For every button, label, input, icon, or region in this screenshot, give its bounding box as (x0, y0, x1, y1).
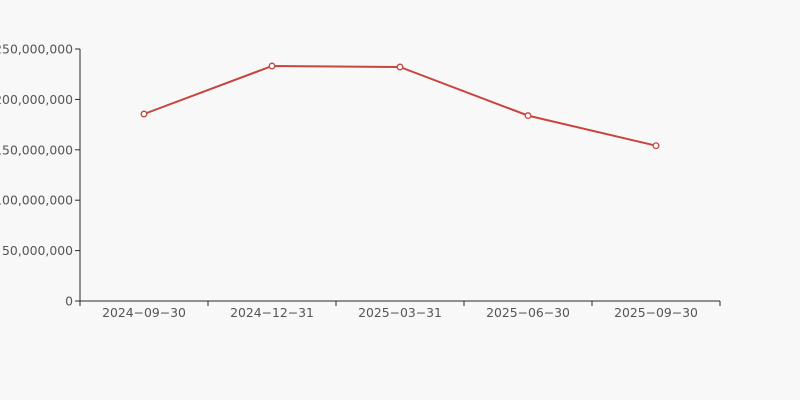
y-tick-label: 150,000,000 (0, 142, 73, 157)
data-line (143, 65, 657, 147)
data-point-marker (524, 112, 532, 120)
data-point-marker (652, 142, 660, 150)
y-tick-label: 50,000,000 (2, 243, 73, 258)
y-tick-label: 100,000,000 (0, 193, 73, 208)
data-point-marker (396, 63, 404, 71)
y-tick-label: 0 (65, 294, 73, 309)
data-point-marker (140, 110, 148, 118)
data-point-marker (268, 62, 276, 70)
y-tick-label: 250,000,000 (0, 42, 73, 57)
x-tick-label: 2025−09−30 (614, 305, 698, 320)
x-tick-label: 2025−06−30 (486, 305, 570, 320)
x-tick-label: 2025−03−31 (358, 305, 442, 320)
y-tick-label: 200,000,000 (0, 92, 73, 107)
x-tick-label: 2024−09−30 (102, 305, 186, 320)
x-tick-label: 2024−12−31 (230, 305, 314, 320)
